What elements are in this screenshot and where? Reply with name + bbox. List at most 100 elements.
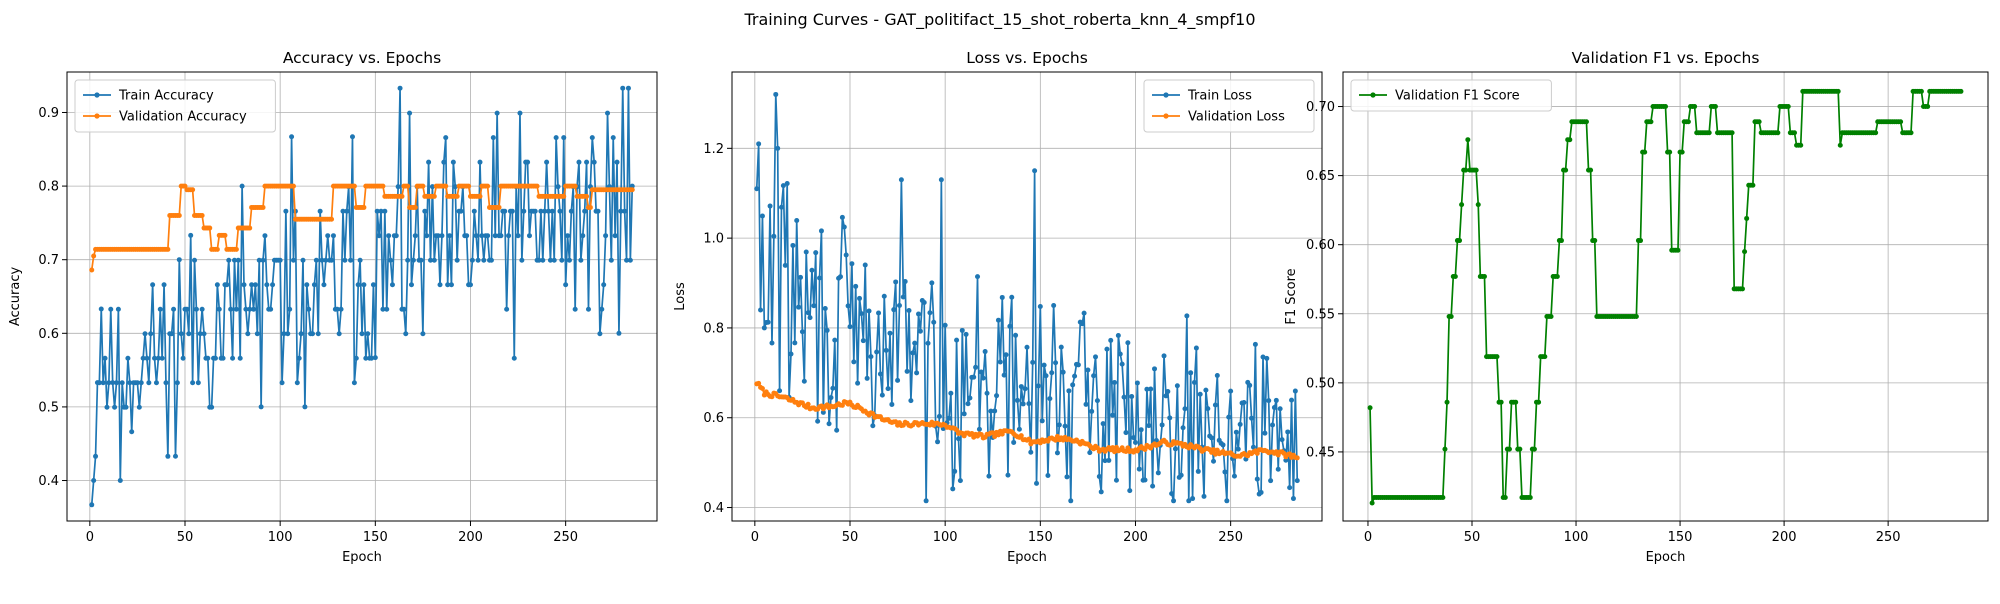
data-point <box>1047 396 1053 402</box>
series-train-loss <box>754 91 1300 504</box>
data-point <box>104 404 110 410</box>
data-point <box>1798 142 1804 148</box>
data-point <box>1792 130 1797 136</box>
data-point <box>1001 372 1007 378</box>
data-point <box>525 159 531 165</box>
data-point <box>511 355 517 361</box>
data-point <box>1459 202 1465 208</box>
data-point <box>629 183 635 189</box>
data-point <box>1289 397 1295 403</box>
data-point <box>302 404 308 410</box>
data-point <box>190 380 196 386</box>
data-point <box>357 257 363 263</box>
data-point <box>1043 373 1049 379</box>
data-point <box>1224 498 1230 504</box>
data-point <box>855 380 861 386</box>
y-tick-label: 0.9 <box>38 106 59 121</box>
data-point <box>595 208 601 214</box>
data-point <box>879 392 885 398</box>
data-point <box>1567 137 1573 143</box>
y-tick-label: 0.6 <box>703 411 724 426</box>
data-point <box>1837 142 1843 148</box>
data-point <box>1264 355 1270 361</box>
data-point <box>1144 386 1150 392</box>
data-point <box>853 283 859 289</box>
data-point <box>1186 498 1192 504</box>
data-point <box>205 355 211 361</box>
data-point <box>1079 321 1085 327</box>
data-point <box>790 242 796 248</box>
data-point <box>361 204 367 210</box>
data-point <box>794 217 800 223</box>
data-point <box>492 233 498 239</box>
data-point <box>817 275 823 281</box>
data-point <box>1663 104 1668 110</box>
data-point <box>756 380 762 386</box>
data-point <box>279 380 285 386</box>
data-point <box>355 282 361 288</box>
legend-box <box>1143 79 1315 133</box>
data-point <box>251 306 257 312</box>
y-tick-label: 0.45 <box>1306 445 1335 460</box>
data-point <box>155 355 161 361</box>
data-point <box>329 216 335 222</box>
data-point <box>365 331 371 337</box>
data-point <box>188 232 194 238</box>
data-point <box>448 282 454 288</box>
data-point <box>1220 442 1226 448</box>
data-point <box>247 306 253 312</box>
data-point <box>1750 182 1756 188</box>
data-point <box>1494 354 1500 360</box>
data-point <box>342 257 348 263</box>
data-point <box>1072 373 1078 379</box>
data-point <box>1209 435 1215 441</box>
data-point <box>620 85 626 91</box>
data-point <box>959 327 965 333</box>
data-point <box>813 250 819 256</box>
data-point <box>445 282 451 288</box>
data-point <box>1125 340 1131 346</box>
data-point <box>1667 149 1673 155</box>
data-point <box>1249 415 1255 421</box>
data-point <box>1081 310 1087 316</box>
data-point <box>902 279 908 285</box>
data-point <box>477 159 483 165</box>
data-point <box>1448 314 1454 320</box>
series-validation-accuracy <box>89 183 635 273</box>
data-point <box>561 135 567 141</box>
data-point <box>1211 447 1217 453</box>
data-point <box>778 204 784 210</box>
data-point <box>858 311 864 317</box>
legend-label: Validation Loss <box>1188 110 1285 125</box>
data-point <box>115 306 121 312</box>
data-point <box>100 380 106 386</box>
data-point <box>201 331 207 337</box>
data-point <box>452 184 458 190</box>
data-point <box>330 233 336 239</box>
data-point <box>765 319 771 325</box>
data-point <box>1161 353 1167 359</box>
data-point <box>369 355 375 361</box>
data-point <box>161 282 167 288</box>
data-point <box>171 306 177 312</box>
data-point <box>847 324 853 330</box>
data-point <box>1675 247 1681 253</box>
data-point <box>190 187 196 193</box>
data-point <box>431 257 437 263</box>
data-point <box>1369 500 1375 506</box>
data-point <box>504 306 510 312</box>
series-validation-loss <box>754 380 1300 461</box>
data-point <box>895 377 901 383</box>
data-point <box>1212 402 1218 408</box>
data-point <box>351 380 357 386</box>
data-point <box>485 233 491 239</box>
data-point <box>603 233 609 239</box>
data-point <box>380 183 386 189</box>
data-point <box>999 294 1005 300</box>
data-point <box>469 257 475 263</box>
data-point <box>553 135 559 141</box>
data-point <box>563 282 569 288</box>
data-point <box>771 233 777 239</box>
data-point <box>1277 406 1283 412</box>
data-point <box>925 340 931 346</box>
